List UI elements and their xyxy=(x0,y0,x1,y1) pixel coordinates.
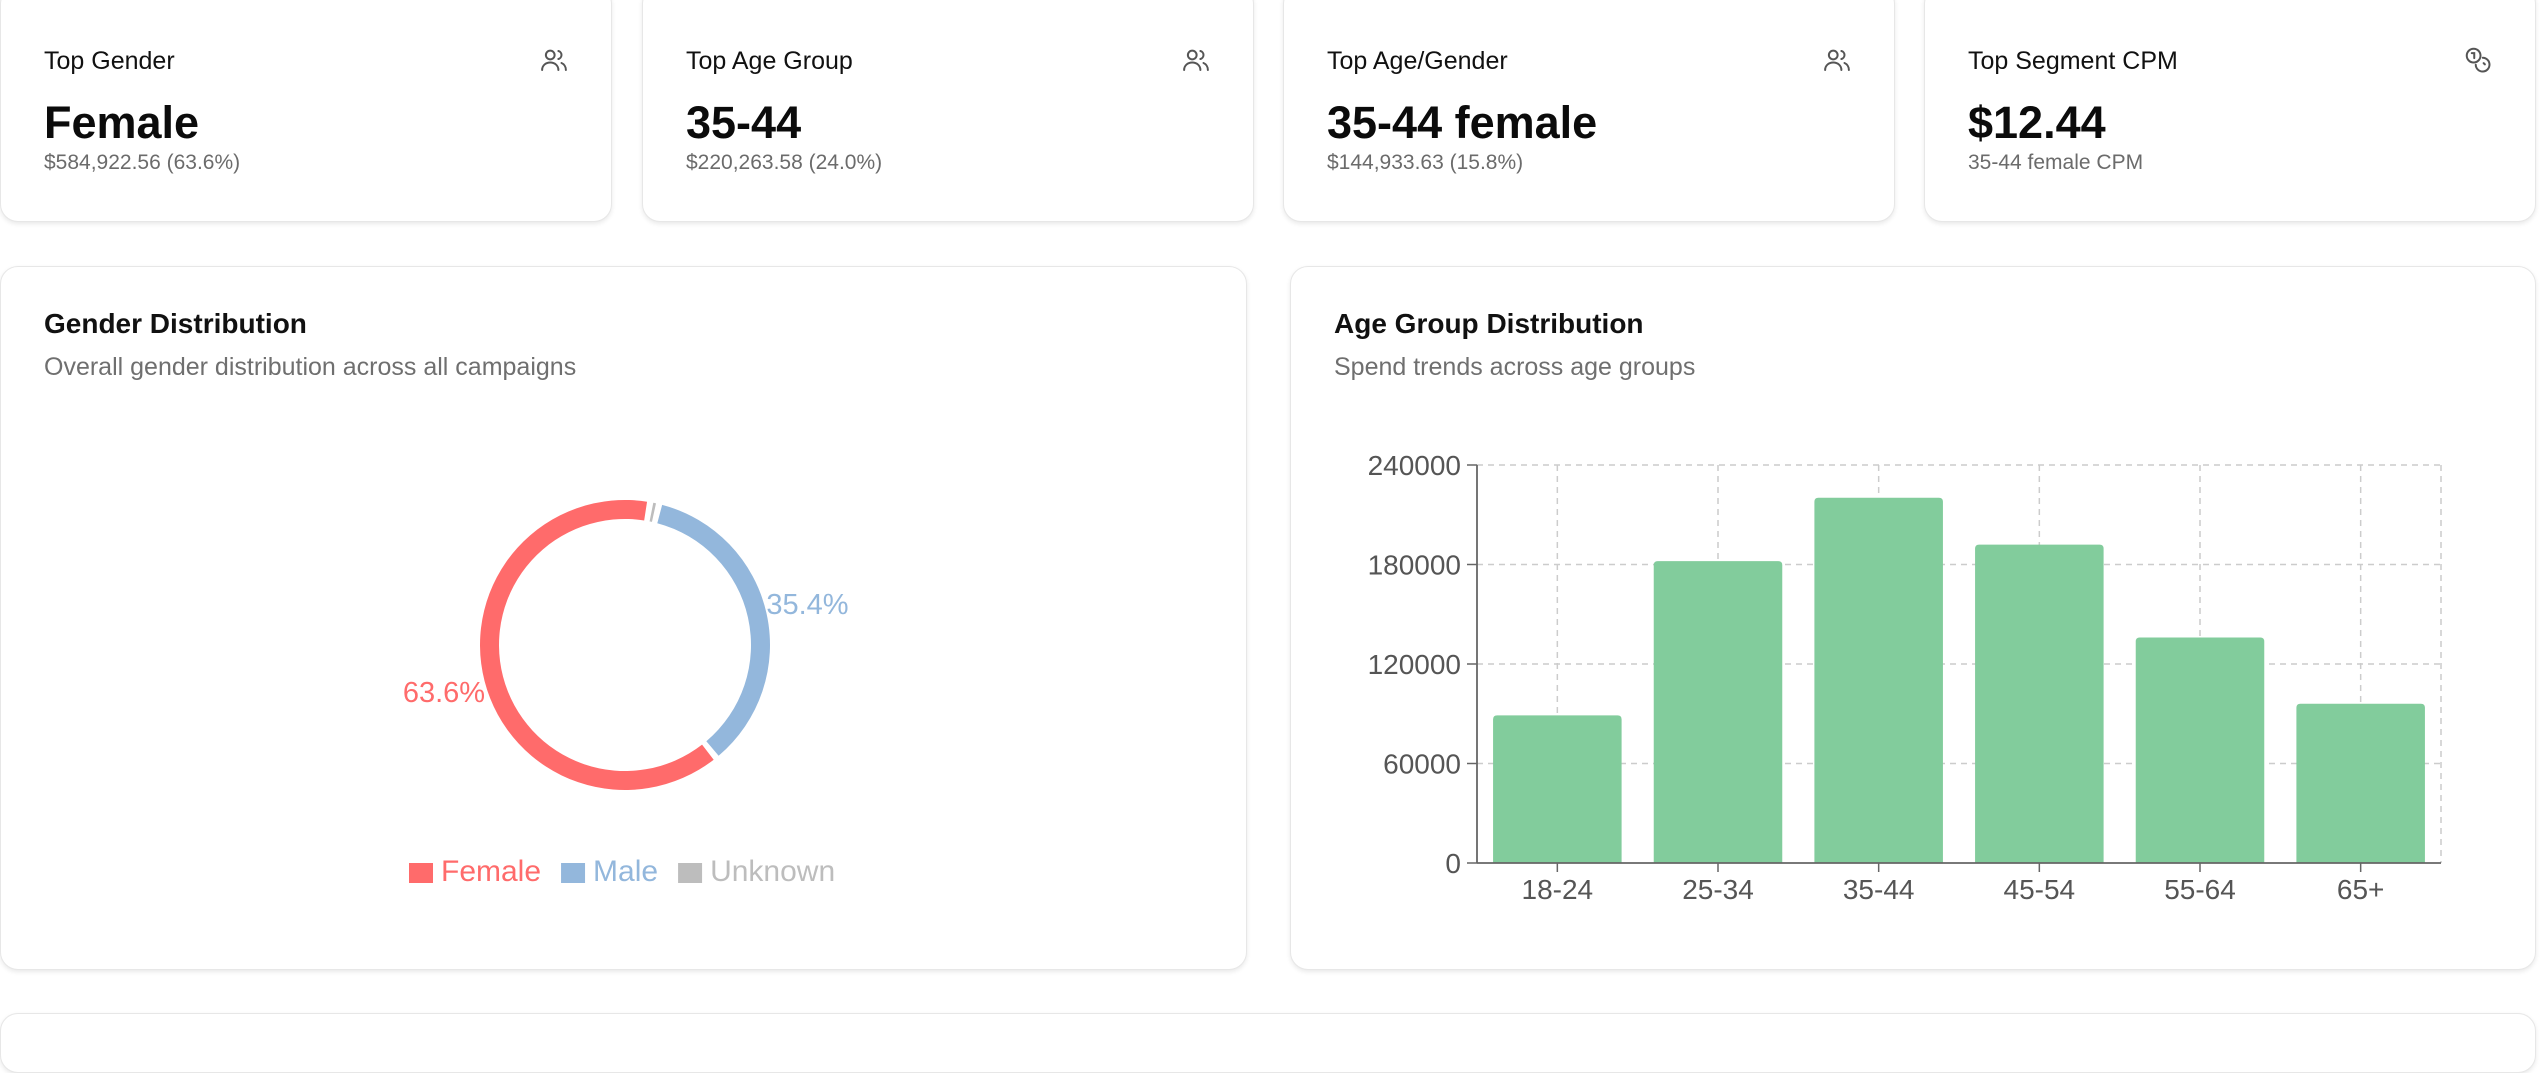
coins-icon xyxy=(2465,47,2491,73)
chart-title: Gender Distribution xyxy=(44,308,307,339)
x-tick-label: 35-44 xyxy=(1843,874,1915,905)
stat-subtext: 35-44 female CPM xyxy=(1968,151,2144,174)
bar-35-44 xyxy=(1814,497,1943,863)
stat-value: $12.44 xyxy=(1968,97,2106,148)
users-icon xyxy=(1824,49,1850,71)
stat-value: 35-44 xyxy=(686,97,802,148)
bar-65+ xyxy=(2296,703,2425,863)
bar-55-64 xyxy=(2135,637,2265,863)
y-tick-label: 180000 xyxy=(1368,550,1461,581)
slice-percent-label: 63.6% xyxy=(403,677,485,709)
stat-value: Female xyxy=(44,97,200,148)
chart-subtitle: Overall gender distribution across all c… xyxy=(44,353,577,381)
y-tick-label: 60000 xyxy=(1383,749,1461,780)
stat-title: Top Age Group xyxy=(686,47,853,75)
x-tick-label: 18-24 xyxy=(1522,874,1594,905)
stat-card-top-segment-cpm: Top Segment CPM $12.44 35-44 female CPM xyxy=(1924,0,2536,222)
x-tick-label: 55-64 xyxy=(2164,874,2236,905)
legend-swatch-male xyxy=(561,863,586,883)
stat-title: Top Gender xyxy=(44,47,175,75)
age-distribution-card: Age Group Distribution Spend trends acro… xyxy=(1290,266,2536,970)
chart-subtitle: Spend trends across age groups xyxy=(1334,353,1696,381)
gender-distribution-card: Gender Distribution Overall gender distr… xyxy=(0,266,1247,970)
users-icon xyxy=(541,49,567,71)
legend-label-male: Male xyxy=(593,855,658,888)
legend-label-unknown: Unknown xyxy=(710,855,835,888)
donut-slice-unknown xyxy=(649,502,657,522)
stat-title: Top Segment CPM xyxy=(1968,47,2178,75)
stat-subtext: $144,933.63 (15.8%) xyxy=(1327,151,1524,174)
y-tick-label: 0 xyxy=(1445,848,1461,879)
donut-slice-female xyxy=(480,500,714,790)
legend-label-female: Female xyxy=(441,855,541,888)
y-tick-label: 240000 xyxy=(1368,450,1461,481)
y-tick-label: 120000 xyxy=(1368,649,1461,680)
gender-donut-chart: 63.6% 35.4% Female Male Unknown xyxy=(403,500,849,888)
stat-card-top-age-group: Top Age Group 35-44 $220,263.58 (24.0%) xyxy=(642,0,1254,222)
stat-subtext: $584,922.56 (63.6%) xyxy=(44,151,241,174)
x-tick-label: 65+ xyxy=(2337,874,2385,905)
stat-value: 35-44 female xyxy=(1327,97,1598,148)
age-bar-chart: 0 60000 120000 180000 240000 18-24 25-34 35-44 4… xyxy=(1368,450,2442,905)
x-tick-label: 45-54 xyxy=(2004,874,2076,905)
stat-subtext: $220,263.58 (24.0%) xyxy=(686,151,883,174)
bar-45-54 xyxy=(1975,544,2104,863)
legend-swatch-unknown xyxy=(678,863,703,883)
stat-card-top-age-gender: Top Age/Gender 35-44 female $144,933.63 … xyxy=(1283,0,1895,222)
next-section-card xyxy=(0,1013,2536,1073)
bar-18-24 xyxy=(1493,715,1622,863)
legend-swatch-female xyxy=(409,863,433,883)
stat-title: Top Age/Gender xyxy=(1327,47,1508,75)
bar-25-34 xyxy=(1653,561,1783,863)
donut-slice-male xyxy=(657,504,771,756)
users-icon xyxy=(1183,49,1209,71)
stat-card-top-gender: Top Gender Female $584,922.56 (63.6%) xyxy=(0,0,612,222)
x-tick-label: 25-34 xyxy=(1682,874,1754,905)
slice-percent-label: 35.4% xyxy=(766,589,848,621)
chart-title: Age Group Distribution xyxy=(1334,308,1644,339)
